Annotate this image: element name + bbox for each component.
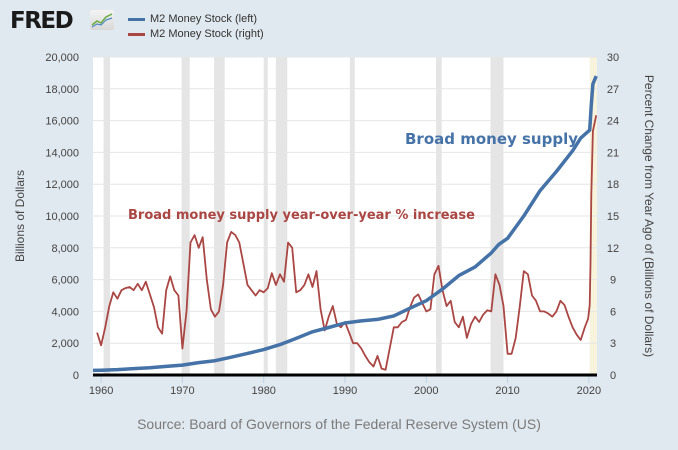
y-axis-left-title: Billions of Dollars — [13, 170, 27, 262]
line-graph-icon — [90, 10, 114, 30]
x-tick-label: 2000 — [414, 385, 438, 397]
y-tick-right-label: 24 — [607, 116, 619, 128]
fred-logo[interactable]: FRED — [10, 8, 74, 34]
legend-label-level: M2 Money Stock (left) — [150, 13, 257, 25]
y-tick-left-label: 20,000 — [45, 52, 79, 64]
annotation-level: Broad money supply — [405, 130, 578, 148]
y-tick-right-label: 18 — [607, 179, 619, 191]
y-tick-right-label: 15 — [607, 211, 619, 223]
y-tick-left-label: 18,000 — [45, 84, 79, 96]
x-tick-label: 2020 — [577, 385, 601, 397]
legend-swatch-growth — [128, 33, 145, 36]
source-note: Source: Board of Governors of the Federa… — [137, 416, 541, 432]
y-tick-left-label: 12,000 — [45, 179, 79, 191]
y-tick-left-label: 16,000 — [45, 116, 79, 128]
x-tick-label: 1980 — [251, 385, 275, 397]
y-tick-right-label: 9 — [610, 275, 616, 287]
series-lines — [92, 75, 598, 373]
y-axis-right-title: Percent Change from Year Ago of (Billion… — [642, 75, 656, 357]
x-tick-label: 2010 — [495, 385, 519, 397]
y-tick-right-label: 3 — [610, 338, 616, 350]
y-tick-left-label: 0 — [73, 370, 79, 382]
y-tick-right-label: 21 — [607, 147, 619, 159]
legend-item-growth[interactable]: M2 Money Stock (right) — [128, 28, 264, 43]
x-tick-label: 1960 — [89, 385, 113, 397]
x-axis-ticks: 1960 1970 1980 1990 2000 2010 2020 — [89, 375, 601, 397]
gridlines — [93, 56, 597, 344]
x-tick-label: 1970 — [170, 385, 194, 397]
y-tick-left-label: 10,000 — [45, 211, 79, 223]
y-tick-left-label: 4,000 — [51, 306, 79, 318]
y-tick-right-label: 30 — [607, 52, 619, 64]
y-tick-right-label: 12 — [607, 243, 619, 255]
y-tick-right-label: 0 — [610, 370, 616, 382]
y-tick-left-label: 2,000 — [51, 338, 79, 350]
legend-swatch-level — [128, 18, 145, 21]
y-tick-right-label: 27 — [607, 84, 619, 96]
legend-label-growth: M2 Money Stock (right) — [150, 28, 264, 40]
y-tick-left-label: 14,000 — [45, 147, 79, 159]
chart-legend: M2 Money Stock (left) M2 Money Stock (ri… — [128, 13, 264, 43]
annotation-growth: Broad money supply year-over-year % incr… — [128, 208, 475, 223]
legend-item-level[interactable]: M2 Money Stock (left) — [128, 13, 264, 28]
y-tick-right-label: 6 — [610, 306, 616, 318]
y-tick-left-label: 6,000 — [51, 275, 79, 287]
x-tick-label: 1990 — [333, 385, 357, 397]
y-tick-left-label: 8,000 — [51, 243, 79, 255]
y-axis-left-ticks: 0 2,000 4,000 6,000 8,000 10,000 12,000 14,000 1… — [45, 52, 79, 382]
y-axis-right-ticks: 0 3 6 9 12 15 18 21 24 27 30 — [607, 52, 619, 382]
